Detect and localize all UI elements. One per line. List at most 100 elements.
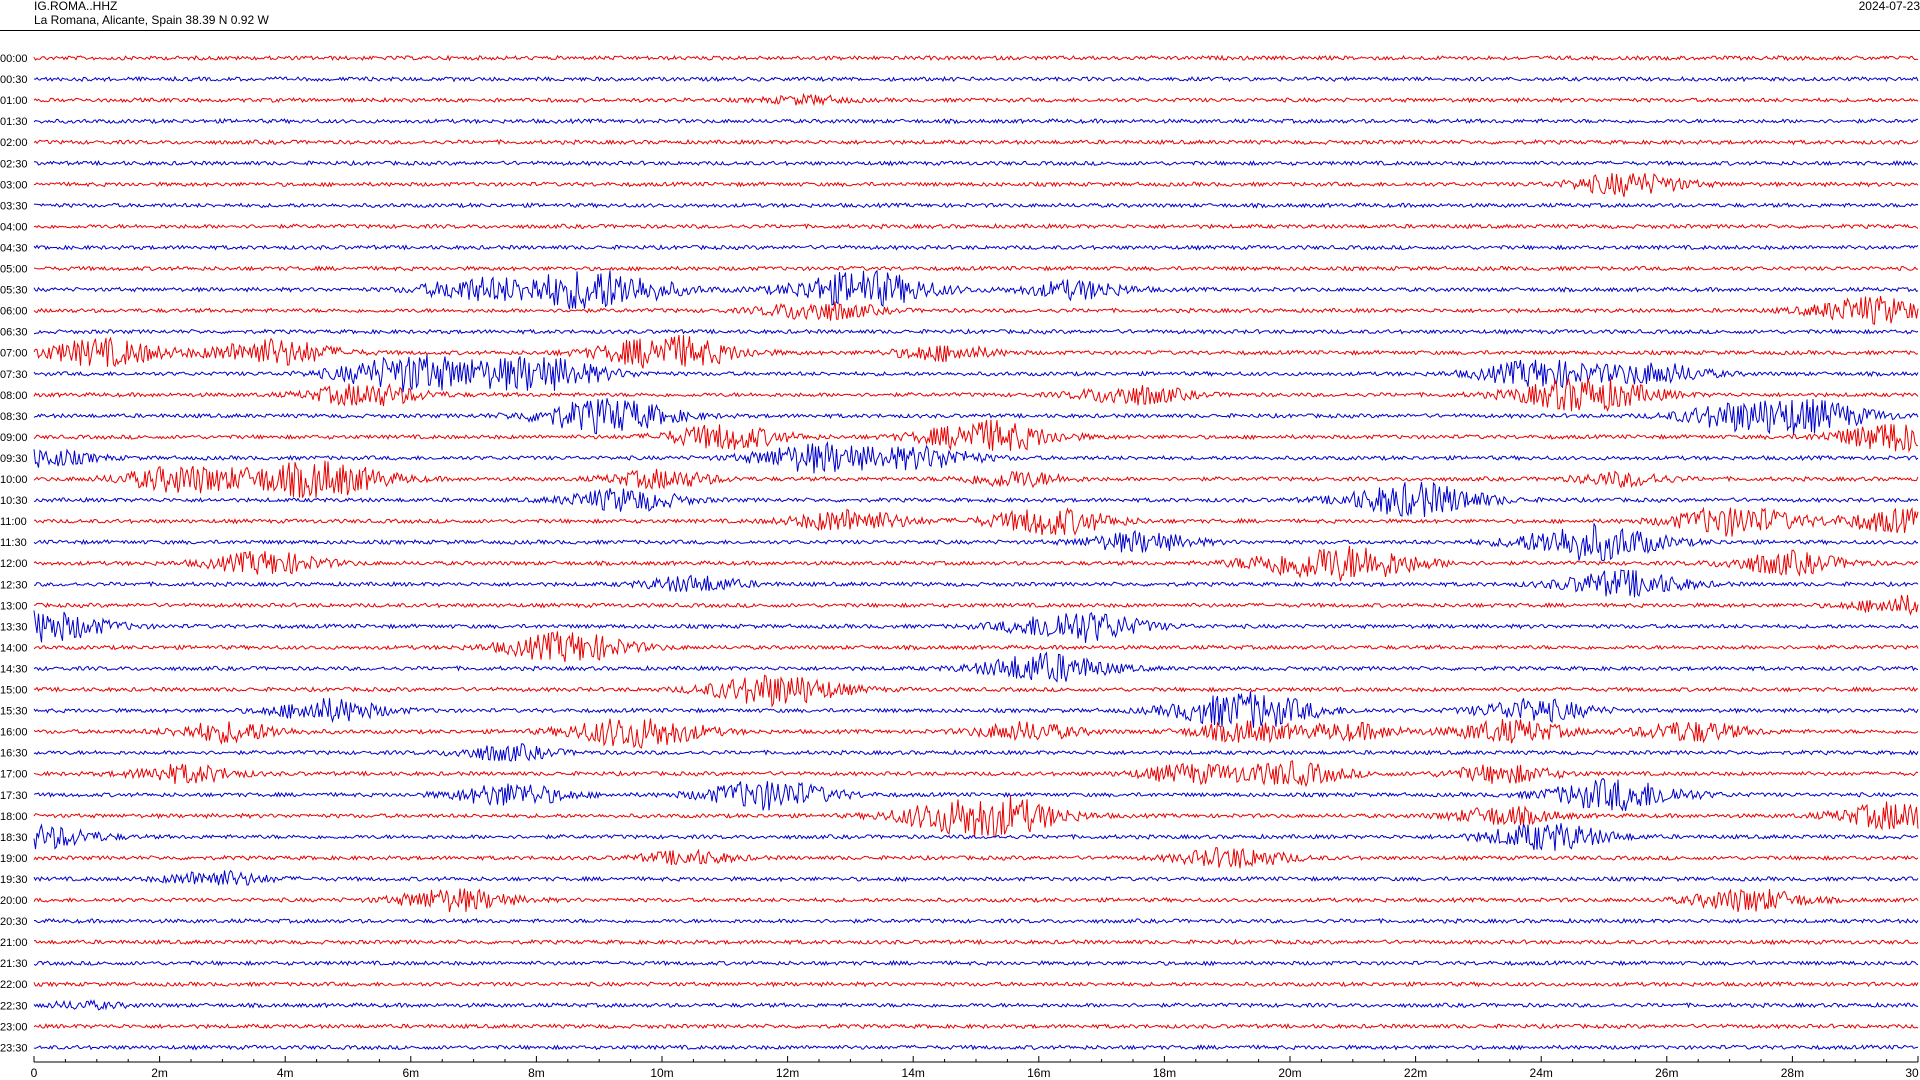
x-tick-label: 24m bbox=[1530, 1066, 1553, 1080]
trace-2230 bbox=[33, 999, 1919, 1011]
row-label: 21:30 bbox=[0, 958, 28, 970]
row-label: 17:00 bbox=[0, 769, 28, 781]
x-tick-label: 30 bbox=[1905, 1066, 1919, 1080]
traces-group bbox=[33, 54, 1919, 1051]
trace-1700 bbox=[33, 760, 1919, 788]
row-label: 06:30 bbox=[0, 327, 28, 339]
row-label: 23:00 bbox=[0, 1021, 28, 1033]
trace-1630 bbox=[33, 743, 1919, 762]
row-label: 03:00 bbox=[0, 179, 28, 191]
row-label: 08:30 bbox=[0, 411, 28, 423]
row-label: 04:00 bbox=[0, 221, 28, 233]
row-label: 17:30 bbox=[0, 790, 28, 802]
row-label: 12:00 bbox=[0, 558, 28, 570]
x-tick-label: 28m bbox=[1781, 1066, 1804, 1080]
row-label: 22:30 bbox=[0, 1000, 28, 1012]
row-label: 02:00 bbox=[0, 137, 28, 149]
trace-0400 bbox=[33, 223, 1919, 230]
trace-2030 bbox=[33, 917, 1919, 925]
trace-1300 bbox=[33, 594, 1919, 616]
row-label: 13:30 bbox=[0, 621, 28, 633]
record-date: 2024-07-23 bbox=[1858, 0, 1920, 13]
row-label: 10:30 bbox=[0, 495, 28, 507]
trace-1500 bbox=[33, 674, 1918, 708]
row-label: 00:30 bbox=[0, 74, 28, 86]
trace-1200 bbox=[33, 545, 1919, 582]
row-label: 05:30 bbox=[0, 285, 28, 297]
row-label: 18:00 bbox=[0, 811, 28, 823]
trace-1900 bbox=[33, 846, 1919, 869]
x-tick-label: 0 bbox=[31, 1066, 38, 1080]
row-label: 09:30 bbox=[0, 453, 28, 465]
x-tick-label: 14m bbox=[902, 1066, 925, 1080]
row-label: 19:00 bbox=[0, 853, 28, 865]
x-tick-label: 2m bbox=[151, 1066, 168, 1080]
trace-0230 bbox=[33, 159, 1919, 167]
trace-0600 bbox=[33, 295, 1919, 325]
trace-1000 bbox=[33, 460, 1919, 498]
trace-1530 bbox=[33, 691, 1919, 728]
x-tick-label: 4m bbox=[277, 1066, 294, 1080]
station-location: La Romana, Alicante, Spain 38.39 N 0.92 … bbox=[34, 13, 269, 27]
trace-2330 bbox=[33, 1043, 1919, 1051]
trace-0500 bbox=[33, 265, 1918, 272]
x-tick-label: 8m bbox=[528, 1066, 545, 1080]
row-label: 15:00 bbox=[0, 685, 28, 697]
trace-1130 bbox=[33, 523, 1919, 562]
x-tick-label: 16m bbox=[1027, 1066, 1050, 1080]
trace-2100 bbox=[33, 938, 1919, 946]
trace-0430 bbox=[33, 244, 1919, 251]
trace-1330 bbox=[33, 610, 1919, 643]
trace-1930 bbox=[33, 869, 1919, 886]
x-tick-label: 22m bbox=[1404, 1066, 1427, 1080]
row-label: 18:30 bbox=[0, 832, 28, 844]
trace-1400 bbox=[33, 631, 1919, 663]
header-divider bbox=[0, 30, 1920, 31]
row-label: 11:00 bbox=[0, 516, 27, 528]
row-label: 20:30 bbox=[0, 916, 28, 928]
trace-2300 bbox=[33, 1022, 1919, 1030]
row-label: 07:30 bbox=[0, 369, 28, 381]
row-label: 16:00 bbox=[0, 727, 28, 739]
trace-0200 bbox=[33, 138, 1919, 146]
trace-0900 bbox=[33, 419, 1919, 453]
row-label: 01:00 bbox=[0, 95, 28, 107]
row-label: 09:00 bbox=[0, 432, 28, 444]
row-label: 01:30 bbox=[0, 116, 28, 128]
trace-0100 bbox=[33, 92, 1919, 107]
row-label: 05:00 bbox=[0, 264, 28, 276]
trace-1100 bbox=[33, 506, 1919, 537]
row-label: 02:30 bbox=[0, 158, 28, 170]
trace-1030 bbox=[33, 481, 1919, 518]
row-label: 14:00 bbox=[0, 642, 28, 654]
row-label: 03:30 bbox=[0, 200, 28, 212]
x-axis: 0 2m 4m 6m 8m 10m 12m 14m 16m 18m 20m 22m 24m 26m 28m 3… bbox=[31, 1056, 1919, 1080]
row-label: 08:00 bbox=[0, 390, 28, 402]
trace-0700 bbox=[33, 335, 1919, 369]
row-label: 19:30 bbox=[0, 874, 28, 886]
x-tick-label: 6m bbox=[402, 1066, 419, 1080]
x-tick-label: 20m bbox=[1278, 1066, 1301, 1080]
row-label: 14:30 bbox=[0, 663, 28, 675]
row-label: 15:30 bbox=[0, 706, 28, 718]
trace-0630 bbox=[33, 328, 1919, 335]
row-label: 23:30 bbox=[0, 1042, 28, 1054]
trace-0730 bbox=[33, 354, 1919, 393]
row-label: 11:30 bbox=[0, 537, 27, 549]
trace-0000 bbox=[33, 54, 1919, 62]
station-id: IG.ROMA..HHZ bbox=[34, 0, 118, 13]
row-label: 20:00 bbox=[0, 895, 28, 907]
row-label: 06:00 bbox=[0, 306, 28, 318]
trace-1600 bbox=[33, 718, 1919, 749]
trace-0530 bbox=[33, 269, 1919, 310]
trace-2000 bbox=[33, 888, 1919, 913]
row-label: 12:30 bbox=[0, 579, 28, 591]
x-tick-label: 26m bbox=[1655, 1066, 1678, 1080]
trace-0030 bbox=[33, 75, 1919, 83]
trace-0800 bbox=[33, 377, 1919, 412]
trace-0130 bbox=[33, 117, 1919, 125]
trace-1730 bbox=[33, 777, 1919, 812]
trace-0330 bbox=[33, 202, 1919, 209]
row-labels-group: 00:00 00:30 01:00 01:30 02:00 02:30 03:00 03:30… bbox=[0, 53, 28, 1054]
